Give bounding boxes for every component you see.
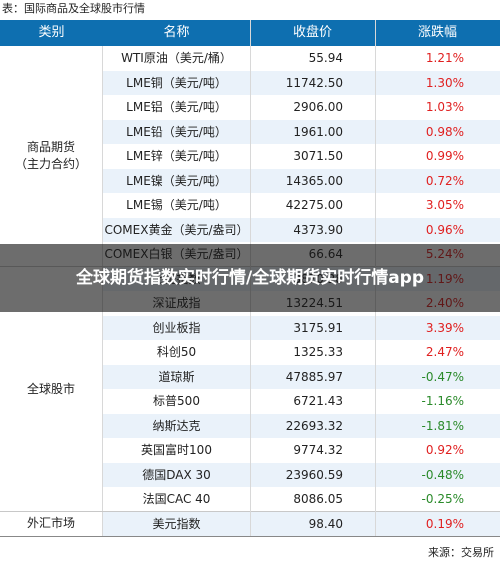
row-name: LME铝（美元/吨）: [126, 100, 227, 114]
table-row: LME锌（美元/吨） 3071.50 0.99%: [103, 144, 500, 169]
source-note: 来源：交易所: [428, 546, 494, 559]
row-close-price: 3071.50: [293, 149, 343, 163]
table-row: 创业板指 3175.91 3.39%: [103, 315, 500, 340]
group-commodity-futures: 商品期货 （主力合约）: [0, 46, 103, 267]
row-name: LME铜（美元/吨）: [126, 75, 227, 90]
row-close-price: 1325.33: [293, 345, 343, 359]
row-close-price: 8086.05: [293, 492, 343, 506]
header-change: 涨跌幅: [417, 25, 457, 40]
row-change-percent: 1.21%: [425, 51, 464, 65]
row-name: LME锌（美元/吨）: [126, 149, 227, 163]
table-row: COMEX黄金（美元/盎司） 4373.90 0.96%: [103, 217, 500, 242]
header-category: 类别: [38, 25, 65, 40]
row-close-price: 2906.00: [293, 100, 343, 114]
row-change-percent: 0.92%: [425, 443, 464, 457]
row-change-percent: -1.81%: [421, 418, 464, 433]
row-name: LME铅（美元/吨）: [126, 124, 227, 139]
row-change-percent: -1.16%: [421, 394, 464, 408]
table-row: LME铅（美元/吨） 1961.00 0.98%: [103, 119, 500, 144]
row-name: 美元指数: [152, 516, 201, 531]
row-close-price: 6721.43: [293, 394, 343, 408]
header-close: 收盘价: [292, 25, 332, 40]
row-close-price: 42275.00: [285, 198, 343, 212]
row-change-percent: -0.48%: [421, 467, 464, 482]
row-change-percent: 3.05%: [425, 198, 464, 212]
row-change-percent: 2.47%: [425, 345, 464, 359]
table-row: 标普500 6721.43 -1.16%: [103, 389, 500, 414]
row-name: WTI原油（美元/桶）: [121, 51, 232, 65]
row-name: 法国CAC 40: [142, 492, 211, 506]
row-name: 德国DAX 30: [142, 467, 211, 482]
header-name: 名称: [163, 25, 190, 40]
row-change-percent: 0.96%: [425, 222, 464, 237]
table-row: 法国CAC 40 8086.05 -0.25%: [103, 487, 500, 512]
row-name: 纳斯达克: [152, 418, 201, 433]
table-row: 英国富时100 9774.32 0.92%: [103, 438, 500, 463]
row-close-price: 22693.32: [285, 418, 343, 433]
row-change-percent: 0.99%: [425, 149, 464, 163]
row-name: 英国富时100: [141, 443, 212, 457]
table-row: 美元指数 98.40 0.19%: [103, 511, 500, 536]
row-name: 道琼斯: [158, 369, 195, 384]
table-caption: 表：国际商品及全球股市行情: [2, 2, 145, 15]
row-close-price: 4373.90: [293, 222, 343, 237]
row-close-price: 3175.91: [293, 320, 343, 335]
row-close-price: 55.94: [308, 51, 343, 65]
table-row: 纳斯达克 22693.32 -1.81%: [103, 413, 500, 438]
overlay-title: 全球期货指数实时行情/全球期货实时行情app: [75, 268, 425, 288]
row-close-price: 47885.97: [285, 369, 343, 384]
row-name: LME镍（美元/吨）: [126, 173, 227, 188]
row-change-percent: -0.25%: [421, 492, 464, 506]
group-forex: 外汇市场: [0, 511, 103, 536]
table-row: LME镍（美元/吨） 14365.00 0.72%: [103, 168, 500, 193]
row-change-percent: 3.39%: [425, 320, 464, 335]
row-change-percent: 0.19%: [425, 516, 464, 531]
row-name: 科创50: [156, 345, 197, 359]
table-row: WTI原油（美元/桶） 55.94 1.21%: [103, 46, 500, 71]
row-name: LME锡（美元/吨）: [126, 198, 227, 212]
table-row: LME铜（美元/吨） 11742.50 1.30%: [103, 70, 500, 95]
table-row: 德国DAX 30 23960.59 -0.48%: [103, 462, 500, 487]
table-row: 科创50 1325.33 2.47%: [103, 340, 500, 365]
row-change-percent: 1.03%: [425, 100, 464, 114]
title-banner-overlay: 全球期货指数实时行情/全球期货实时行情app: [0, 244, 500, 312]
row-change-percent: 0.72%: [425, 173, 464, 188]
row-close-price: 9774.32: [293, 443, 343, 457]
row-change-percent: 1.30%: [425, 75, 464, 90]
row-change-percent: 0.98%: [425, 124, 464, 139]
row-change-percent: -0.47%: [421, 369, 464, 384]
table-row: LME铝（美元/吨） 2906.00 1.03%: [103, 95, 500, 120]
row-name: 创业板指: [152, 320, 201, 335]
row-close-price: 1961.00: [293, 124, 343, 139]
row-close-price: 98.40: [308, 516, 343, 531]
row-close-price: 14365.00: [285, 173, 343, 188]
row-name: COMEX黄金（美元/盎司）: [104, 222, 249, 237]
table-row: 道琼斯 47885.97 -0.47%: [103, 364, 500, 389]
row-close-price: 23960.59: [285, 467, 343, 482]
table-bottom-border: [0, 536, 500, 537]
row-close-price: 11742.50: [285, 75, 343, 90]
row-name: 标普500: [153, 394, 200, 408]
table-row: LME锡（美元/吨） 42275.00 3.05%: [103, 193, 500, 218]
